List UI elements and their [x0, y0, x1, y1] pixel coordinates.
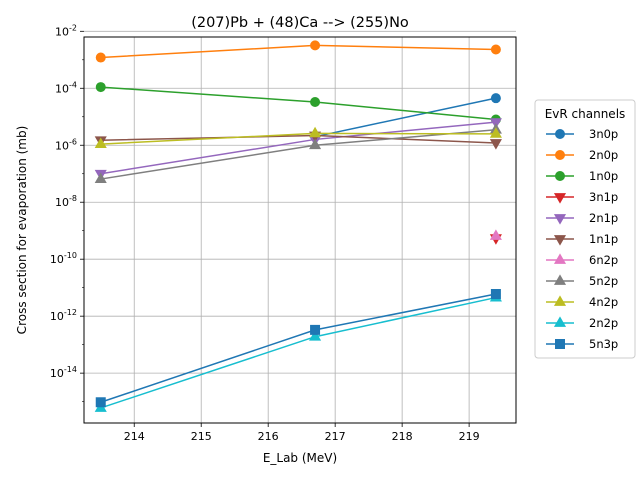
y-axis: 10-14 10-12 10-10 10-8 10-6 10-4 10-2: [50, 23, 84, 402]
legend-item-2n2p: 2n2p: [546, 316, 618, 330]
y-tick-label: 10-2: [55, 23, 77, 38]
data-point-2n0p: [490, 44, 501, 55]
y-tick-label: 10-14: [50, 365, 77, 380]
x-tick-label: 214: [124, 430, 145, 443]
plot-series: [94, 40, 502, 412]
series-1n0p: [95, 82, 501, 125]
legend-label: 1n1p: [589, 232, 618, 246]
series-line-2n0p: [100, 44, 496, 59]
legend-marker: [553, 193, 567, 204]
data-point-5n2p: [309, 138, 322, 150]
legend-marker: [553, 235, 567, 246]
plot-grid: [84, 30, 516, 423]
series-4n2p: [94, 126, 502, 148]
data-point-2n0p: [95, 52, 106, 63]
legend-label: 2n2p: [589, 316, 618, 330]
data-point-5n3p: [310, 324, 321, 335]
legend-item-2n0p: 2n0p: [546, 148, 618, 162]
y-axis-label: Cross section for evaporation (mb): [15, 126, 29, 335]
legend-marker: [555, 171, 565, 181]
series-2n0p: [95, 40, 501, 63]
legend-marker: [553, 214, 567, 225]
legend: EvR channels 3n0p 2n0p 1n0p 3n1p 2n1p 1n1p 6n2…: [534, 99, 636, 359]
data-point-1n1p: [489, 139, 502, 150]
legend-label: 5n2p: [589, 274, 618, 288]
data-point-2n0p: [310, 40, 321, 51]
legend-label: 3n0p: [589, 127, 618, 141]
legend-item-1n1p: 1n1p: [546, 232, 618, 246]
series-line-3n0p: [314, 97, 497, 138]
legend-marker: [555, 129, 565, 139]
series-5n3p: [95, 289, 501, 408]
x-axis: 214 215 216 217 218 219: [124, 423, 480, 443]
x-tick-label: 216: [258, 430, 279, 443]
legend-item-3n0p: 3n0p: [546, 127, 618, 141]
data-point-6n2p: [489, 229, 502, 240]
legend-label: 2n0p: [589, 148, 618, 162]
legend-item-4n2p: 4n2p: [546, 295, 618, 309]
legend-item-1n0p: 1n0p: [546, 169, 618, 183]
y-tick-label: 10-12: [50, 308, 77, 323]
legend-marker: [553, 295, 567, 306]
x-tick-label: 218: [392, 430, 413, 443]
x-tick-label: 217: [325, 430, 346, 443]
series-line-5n2p: [100, 129, 496, 180]
legend-label: 5n3p: [589, 337, 618, 351]
legend-marker: [553, 253, 567, 264]
legend-marker: [555, 150, 565, 160]
series-5n2p: [94, 123, 502, 183]
legend-label: 4n2p: [589, 295, 618, 309]
data-point-5n3p: [490, 289, 501, 300]
legend-title: EvR channels: [545, 107, 626, 121]
plot-frame: [83, 36, 517, 424]
y-tick-label: 10-8: [55, 194, 77, 209]
legend-item-3n1p: 3n1p: [546, 190, 618, 204]
chart-title: (207)Pb + (48)Ca --> (255)No: [191, 15, 409, 31]
data-point-1n0p: [310, 96, 321, 107]
legend-label: 3n1p: [589, 190, 618, 204]
legend-marker: [553, 274, 567, 285]
series-6n2p: [489, 229, 502, 240]
legend-box: [534, 99, 636, 359]
data-point-5n2p: [94, 172, 107, 183]
data-point-3n0p: [490, 93, 501, 104]
data-point-4n2p: [94, 137, 107, 148]
data-point-4n2p: [309, 126, 322, 138]
data-point-4n2p: [489, 127, 502, 138]
legend-label: 1n0p: [589, 169, 618, 183]
data-point-2n2p: [309, 330, 322, 341]
legend-label: 6n2p: [589, 253, 618, 267]
x-tick-label: 215: [191, 430, 212, 443]
x-tick-label: 219: [459, 430, 480, 443]
series-line-2n2p: [100, 296, 497, 409]
data-point-5n3p: [95, 397, 106, 408]
data-point-1n0p: [95, 82, 106, 93]
y-tick-label: 10-6: [55, 137, 77, 152]
legend-item-5n2p: 5n2p: [546, 274, 618, 288]
legend-item-5n3p: 5n3p: [546, 337, 618, 351]
legend-item-6n2p: 6n2p: [546, 253, 618, 267]
x-axis-label: E_Lab (MeV): [263, 451, 337, 465]
legend-item-2n1p: 2n1p: [546, 211, 618, 225]
legend-marker: [553, 316, 567, 327]
series-line-1n0p: [100, 86, 496, 121]
y-tick-label: 10-10: [50, 251, 77, 266]
legend-label: 2n1p: [589, 211, 618, 225]
series-2n2p: [94, 290, 502, 412]
y-tick-label: 10-4: [55, 80, 77, 95]
legend-marker: [555, 339, 565, 349]
